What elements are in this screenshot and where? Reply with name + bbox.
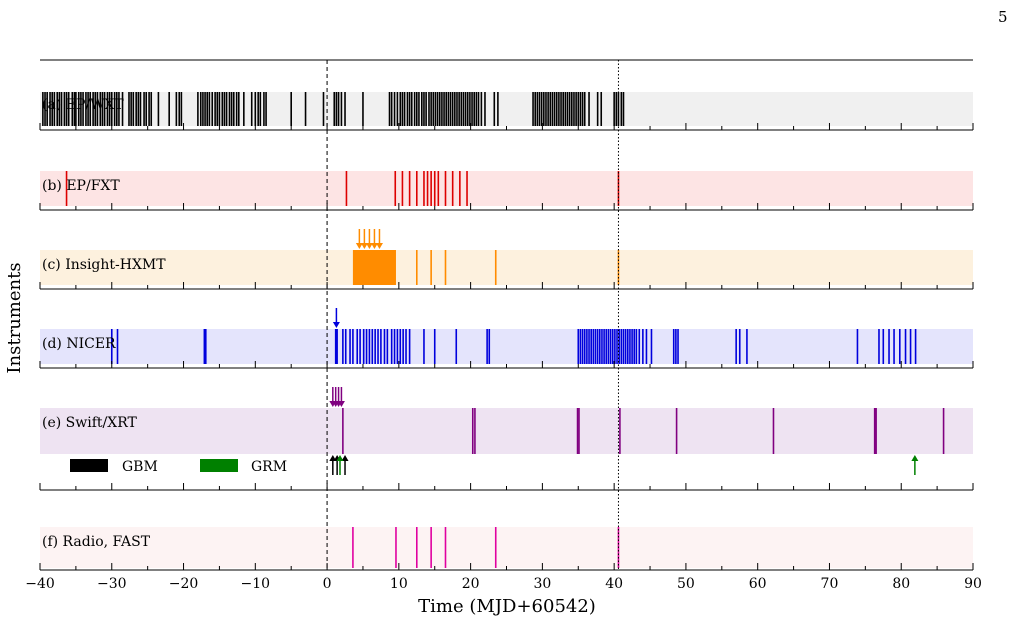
axes-layer [39,59,974,571]
panel-3-arrow-0-head [355,243,363,249]
panel-3-arrow-3 [370,229,378,249]
legend-swatch-gbm [70,459,108,472]
panel-3-arrow-2-head [365,243,373,249]
x-tick-label-11: 70 [821,576,839,592]
panel-5-trigger-gbm-arrow-0 [329,455,337,475]
x-tick-label-1: −30 [97,576,127,592]
panel-3-arrow-0 [355,229,363,249]
x-tick-label-3: −10 [241,576,271,592]
observation-marks-layer [42,92,945,568]
panel-4-band [40,329,973,364]
panel-1-band [40,92,973,126]
x-tick-label-5: 10 [390,576,408,592]
panel-6-band [40,527,973,568]
x-tick-label-0: −40 [25,576,55,592]
panel-5-trigger-grm-arrow-0-head [336,455,344,461]
panel-4-arrow-0-head [332,322,340,328]
reference-lines-layer [326,60,619,570]
panel-1-label: (a) EP/WXT [42,97,124,113]
panel-3-arrow-3-head [370,243,378,249]
legend-label-gbm: GBM [122,459,158,475]
x-tick-label-4: 0 [323,576,332,592]
panel-2-label: (b) EP/FXT [42,178,120,194]
panel-5-label: (e) Swift/XRT [42,415,137,431]
panel-3-arrow-1 [360,229,368,249]
x-tick-label-12: 80 [892,576,910,592]
panel-5-trigger-grm-arrow-1 [911,455,919,475]
panel-5-band [40,408,973,454]
panel-3-arrow-4-head [375,243,383,249]
x-tick-label-10: 60 [749,576,767,592]
page-number: 5 [998,8,1008,26]
legend-label-grm: GRM [251,459,287,475]
panel-3-arrow-1-head [360,243,368,249]
y-axis-title: Instruments [4,262,25,373]
x-tick-label-7: 30 [533,576,551,592]
panel-3-band [40,250,973,285]
panel-bands-layer [40,92,973,568]
panel-3-label: (c) Insight-HXMT [42,257,166,273]
x-tick-label-6: 20 [462,576,480,592]
panel-3-arrow-2 [365,229,373,249]
x-tick-label-8: 40 [605,576,623,592]
panel-4-label: (d) NICER [42,336,116,352]
panel-3-block-0 [352,250,396,285]
x-tick-label-9: 50 [677,576,695,592]
panel-5-trigger-grm-arrow-0 [336,455,344,475]
x-tick-label-2: −20 [169,576,199,592]
panel-4-arrow-0 [332,308,340,328]
legend-swatch-grm [200,459,238,472]
panel-5-arrow-3-head [337,401,345,407]
panel-5-arrow-3 [337,387,345,407]
text-layer: (a) EP/WXT (b) EP/FXT (c) Insight-HXMT (d) … [4,97,982,617]
x-tick-label-13: 90 [964,576,982,592]
panel-3-arrow-4 [375,229,383,249]
panel-2-band [40,171,973,206]
panel-5-trigger-gbm-arrow-2-head [341,455,349,461]
x-axis-title: Time (MJD+60542) [418,596,596,617]
panel-6-label: (f) Radio, FAST [42,534,151,550]
panel-5-trigger-gbm-arrow-2 [341,455,349,475]
panel-5-trigger-grm-arrow-1-head [911,455,919,461]
